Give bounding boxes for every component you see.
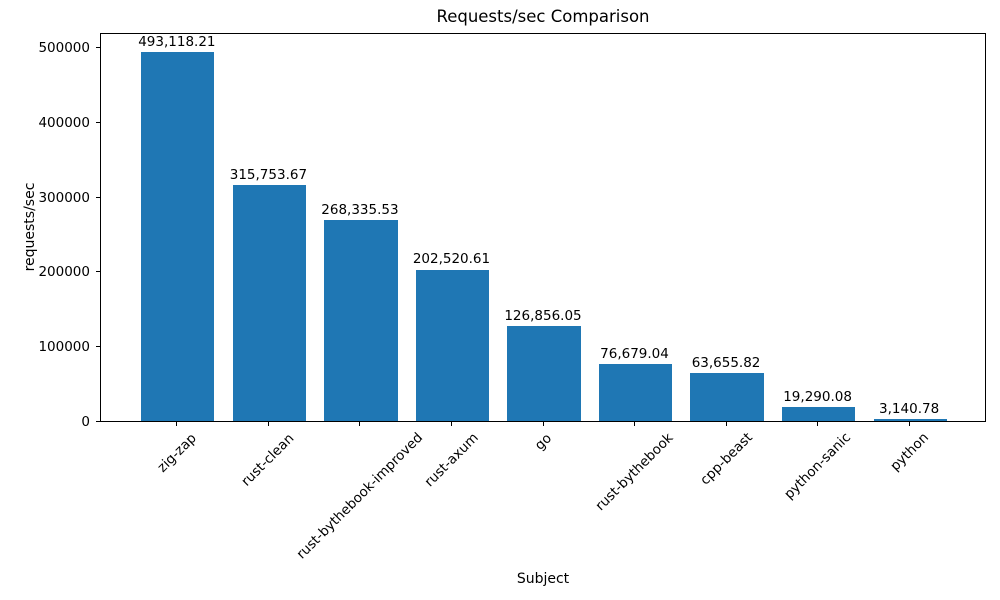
bar-value-label: 315,753.67 xyxy=(229,166,308,183)
x-tick-label: python-sanic xyxy=(781,429,855,503)
y-tick xyxy=(96,421,100,422)
x-tick-label: rust-axum xyxy=(421,429,482,491)
y-tick-label: 300000 xyxy=(38,189,90,206)
y-tick-label: 400000 xyxy=(38,114,90,131)
x-tick-label: python xyxy=(886,429,932,475)
x-tick-label: rust-bythebook-improved xyxy=(293,430,427,563)
bar-value-label: 76,679.04 xyxy=(600,345,669,362)
y-tick xyxy=(96,121,100,123)
bar-value-label: 19,290.08 xyxy=(783,388,852,405)
x-tick-label: cpp-beast xyxy=(696,430,756,489)
y-tick xyxy=(96,196,100,198)
bar-rust-axum xyxy=(415,269,490,421)
x-tick-label: rust-clean xyxy=(238,430,298,490)
bar-python xyxy=(873,418,947,421)
bar-value-label: 126,856.05 xyxy=(504,308,582,325)
x-tick xyxy=(267,422,269,426)
bar-rust-bythebook-improved xyxy=(324,220,398,421)
x-tick xyxy=(634,422,636,426)
bar-python-sanic xyxy=(781,406,856,421)
x-tick xyxy=(359,422,361,426)
x-tick xyxy=(176,422,178,426)
chart-title: Requests/sec Comparison xyxy=(436,7,650,26)
x-tick xyxy=(908,422,910,426)
y-tick-label: 500000 xyxy=(38,39,90,56)
x-axis-label: Subject xyxy=(516,571,570,587)
x-tick xyxy=(542,422,544,426)
bar-value-label: 3,140.78 xyxy=(879,400,940,417)
y-tick-label: 200000 xyxy=(38,264,90,281)
x-tick-label: zig-zap xyxy=(154,429,200,476)
bar-value-label: 202,520.61 xyxy=(412,251,491,268)
plot-area xyxy=(100,33,986,422)
x-tick-label: rust-bythebook xyxy=(592,430,677,515)
bar-value-label: 493,118.21 xyxy=(138,34,216,51)
x-tick xyxy=(450,422,452,426)
y-tick-label: 100000 xyxy=(38,339,90,356)
x-tick xyxy=(725,422,727,426)
y-tick xyxy=(96,346,100,348)
y-tick xyxy=(96,46,100,48)
bar-go xyxy=(507,326,581,421)
x-tick-label: go xyxy=(531,430,555,454)
bar-value-label: 63,655.82 xyxy=(691,355,761,372)
bar-zig-zap xyxy=(141,52,215,421)
y-tick-label: 0 xyxy=(81,414,90,430)
x-tick xyxy=(817,422,819,426)
y-tick xyxy=(96,271,100,273)
bar-value-label: 268,335.53 xyxy=(321,202,399,219)
bar-rust-bythebook xyxy=(598,363,673,421)
bar-cpp-beast xyxy=(690,373,764,421)
bar-rust-clean xyxy=(232,184,307,421)
